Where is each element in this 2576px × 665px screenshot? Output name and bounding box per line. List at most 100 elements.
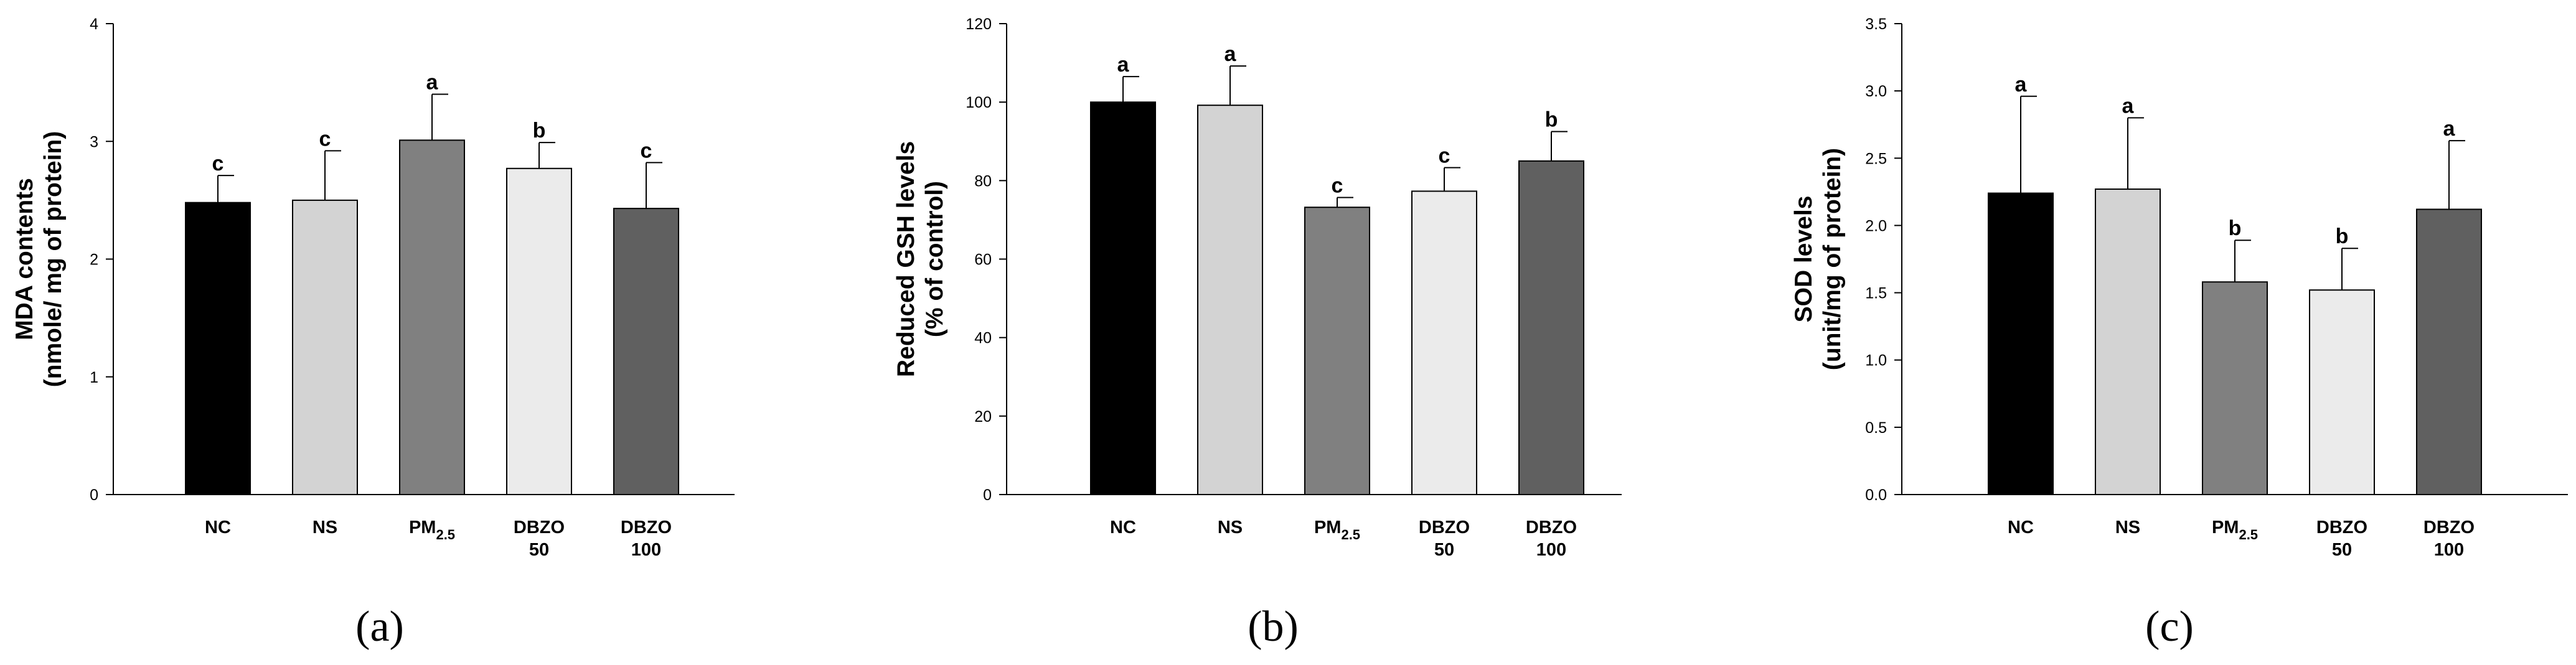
category-label-line: DBZO	[2423, 518, 2475, 537]
category-label-line: 50	[1434, 540, 1454, 560]
category-label-line: NS	[1218, 518, 1243, 537]
category-label: PM2.5	[2212, 518, 2258, 542]
y-tick-label: 1	[90, 369, 98, 386]
category-label: NS	[1218, 518, 1243, 537]
y-tick-label: 40	[974, 330, 992, 347]
significance-label: a	[1117, 53, 1130, 77]
y-tick-label: 20	[974, 408, 992, 426]
y-axis-label-line: (unit/mg of protein)	[1819, 148, 1846, 370]
bar	[185, 202, 251, 495]
category-label-line: NC	[205, 518, 231, 537]
category-label-line: NC	[2008, 518, 2034, 537]
significance-label: c	[212, 152, 224, 175]
category-label-line: 100	[2434, 540, 2464, 560]
category-label: DBZO 50	[2316, 518, 2367, 560]
bar	[292, 199, 358, 495]
bar	[1411, 190, 1477, 495]
bar	[2095, 188, 2161, 495]
panel-label: (c)	[2145, 603, 2194, 651]
y-axis-label-line: (nmole/ mg of protein)	[40, 131, 67, 388]
y-tick-label: 3.0	[1865, 83, 1887, 100]
category-label-main: PM	[1314, 518, 1342, 537]
significance-label: c	[1332, 174, 1343, 197]
significance-label: a	[2122, 94, 2135, 118]
y-tick-label: 60	[974, 251, 992, 269]
y-tick-label: 1.5	[1865, 285, 1887, 302]
category-label: DBZO 50	[1419, 518, 1470, 560]
significance-label: b	[533, 119, 546, 142]
y-tick-label: 120	[966, 16, 992, 33]
y-tick-label: 0	[90, 486, 98, 504]
y-axis-label-line: Reduced GSH levels	[893, 141, 919, 377]
y-axis-label: SOD levels(unit/mg of protein)	[1790, 148, 1846, 370]
category-label-subscript: 2.5	[2239, 527, 2258, 542]
bar	[2309, 289, 2375, 495]
y-tick-label: 2	[90, 251, 98, 269]
y-tick-label: 3.5	[1865, 16, 1887, 33]
bar	[1197, 105, 1263, 496]
chart-panel-c: 0.0 0.5 1.0 1.5 2.0 2.5 3.0 3.5 SOD levels(unit/…	[1790, 16, 2568, 651]
category-label: NS	[2115, 518, 2140, 537]
y-tick-label: 1.0	[1865, 352, 1887, 370]
y-tick-label: 100	[966, 94, 992, 111]
category-label: NS	[313, 518, 337, 537]
bar	[1518, 160, 1584, 495]
significance-label: c	[319, 127, 331, 151]
category-label-line: 50	[2332, 540, 2352, 560]
category-label-line: DBZO	[1419, 518, 1470, 537]
category-label: DBZO 50	[514, 518, 565, 560]
category-label-line: NC	[1110, 518, 1136, 537]
category-label-line: DBZO	[2316, 518, 2367, 537]
category-label-line: 100	[631, 540, 661, 560]
y-tick-label: 0.0	[1865, 486, 1887, 504]
category-label-subscript: 2.5	[436, 527, 455, 542]
significance-label: c	[641, 139, 652, 162]
significance-label: b	[2229, 216, 2242, 240]
significance-label: a	[2443, 117, 2456, 141]
category-label-line: DBZO	[514, 518, 565, 537]
significance-label: c	[1439, 144, 1450, 168]
category-label: DBZO 100	[1526, 518, 1577, 560]
y-tick-label: 2.0	[1865, 217, 1887, 235]
significance-label: a	[426, 71, 439, 95]
y-axis-label-line: MDA contents	[11, 178, 38, 340]
category-label-line: DBZO	[621, 518, 672, 537]
category-label: DBZO 100	[2423, 518, 2475, 560]
y-tick-label: 80	[974, 172, 992, 190]
category-label: PM2.5	[1314, 518, 1360, 542]
category-label: PM2.5	[409, 518, 455, 542]
y-axis-label: Reduced GSH levels(% of control)	[893, 141, 948, 377]
category-label: DBZO 100	[621, 518, 672, 560]
category-label-line: 50	[529, 540, 549, 560]
y-axis-label: MDA contents(nmole/ mg of protein)	[11, 131, 67, 388]
significance-label: b	[1545, 108, 1558, 131]
bar	[613, 208, 679, 495]
panel-label: (b)	[1248, 603, 1299, 651]
category-label-line: NS	[2115, 518, 2140, 537]
category-label-main: PM	[2212, 518, 2239, 537]
category-label: NC	[205, 518, 231, 537]
y-tick-label: 4	[90, 16, 98, 33]
bar	[1304, 207, 1370, 495]
y-axis-label-line: (% of control)	[921, 181, 948, 337]
category-label-subscript: 2.5	[1341, 527, 1360, 542]
category-label-line: DBZO	[1526, 518, 1577, 537]
significance-label: a	[1225, 42, 1237, 66]
y-tick-label: 2.5	[1865, 150, 1887, 167]
category-label-main: PM	[409, 518, 436, 537]
bar	[399, 139, 465, 496]
significance-label: b	[2336, 225, 2349, 248]
panel-label: (a)	[355, 603, 404, 651]
bar	[1988, 192, 2054, 495]
bar	[2416, 208, 2482, 495]
y-axis-label-line: SOD levels	[1790, 196, 1817, 323]
y-tick-label: 0	[983, 486, 992, 504]
category-label: NC	[1110, 518, 1136, 537]
chart-panel-b: 0 20 40 60 80 100 120 Reduced GSH levels(% of c…	[893, 16, 1622, 651]
category-label: NC	[2008, 518, 2034, 537]
y-tick-label: 0.5	[1865, 419, 1887, 437]
category-label-line: 100	[1536, 540, 1566, 560]
bar	[2202, 281, 2268, 495]
y-tick-label: 3	[90, 133, 98, 151]
